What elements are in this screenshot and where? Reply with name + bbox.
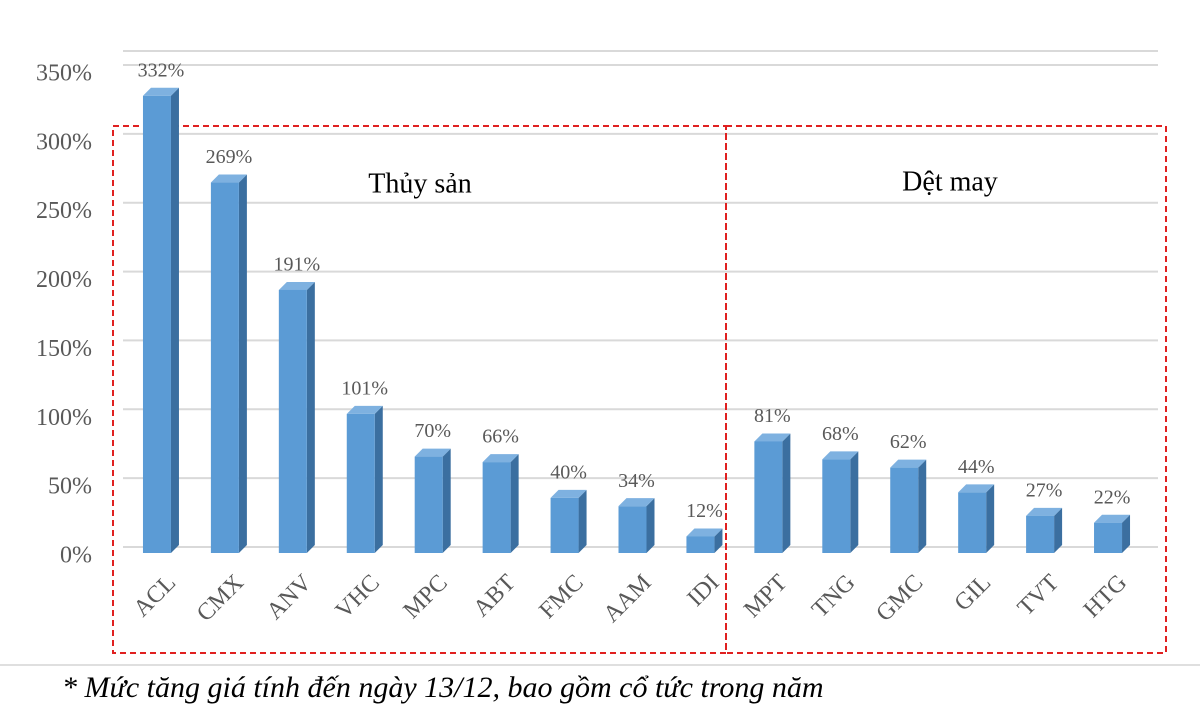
x-tick-label: CMX: [192, 570, 249, 627]
group-label: Dệt may: [902, 166, 998, 197]
bar: [686, 536, 715, 553]
bar: [346, 413, 375, 553]
x-tick-label: IDI: [683, 570, 725, 612]
data-label: 34%: [618, 470, 655, 492]
footnote: * Mức tăng giá tính đến ngày 13/12, bao …: [62, 671, 824, 704]
bar-top: [1026, 507, 1063, 516]
bar-top: [142, 87, 179, 96]
x-tick-label: TVT: [1013, 570, 1065, 622]
bar-side: [1122, 514, 1131, 553]
x-tick-label: ACL: [129, 570, 181, 622]
data-label: 332%: [138, 59, 185, 81]
data-label: 66%: [482, 426, 519, 448]
x-tick-label: GMC: [871, 570, 928, 627]
y-tick-label: 50%: [48, 474, 92, 500]
data-label: 12%: [686, 500, 723, 522]
group-label: Thủy sản: [368, 168, 471, 199]
y-tick-label: 0%: [60, 543, 92, 569]
x-tick-label: VHC: [331, 570, 385, 624]
bar: [1094, 522, 1123, 553]
bar: [890, 467, 919, 553]
bar-side: [578, 489, 587, 553]
bar-side: [850, 451, 859, 553]
bar-top: [278, 281, 315, 290]
bar-top: [822, 451, 859, 460]
data-label: 269%: [206, 146, 253, 168]
data-label: 81%: [754, 405, 791, 427]
bar-top: [414, 448, 451, 457]
bar-side: [306, 281, 315, 553]
y-tick-label: 300%: [36, 129, 92, 155]
bar-side: [714, 528, 723, 553]
bar-side: [170, 87, 179, 553]
data-label: 191%: [273, 254, 320, 276]
bar-top: [958, 484, 995, 493]
bar: [482, 462, 511, 553]
x-tick-label: MPT: [739, 570, 793, 624]
y-tick-label: 350%: [36, 61, 92, 87]
bar: [210, 182, 239, 553]
data-label: 40%: [550, 462, 587, 484]
data-label: 70%: [414, 420, 451, 442]
x-tick-label: ABT: [468, 570, 521, 623]
bar-side: [238, 174, 247, 553]
y-tick-label: 200%: [36, 267, 92, 293]
x-tick-label: FMC: [534, 570, 588, 624]
bar: [618, 506, 647, 553]
bar-top: [890, 459, 927, 468]
bar-top: [754, 433, 791, 442]
bar-side: [986, 484, 995, 553]
bar-side: [646, 498, 655, 553]
bar-top: [346, 405, 383, 414]
data-label: 27%: [1026, 479, 1063, 501]
bar-side: [510, 454, 519, 553]
bar: [1026, 515, 1055, 553]
bar: [822, 459, 851, 553]
data-label: 44%: [958, 456, 995, 478]
x-tick-label: ANV: [262, 569, 318, 625]
data-label: 68%: [822, 423, 859, 445]
bar: [550, 497, 579, 553]
bar-side: [918, 459, 927, 553]
bar-side: [374, 405, 383, 553]
bar: [754, 441, 783, 553]
bar-top: [550, 489, 587, 498]
bar-side: [782, 433, 791, 553]
y-tick-label: 100%: [36, 405, 92, 431]
bar-top: [210, 174, 247, 183]
bar-side: [1054, 507, 1063, 553]
data-label: 62%: [890, 431, 927, 453]
y-tick-label: 150%: [36, 336, 92, 362]
data-label: 22%: [1094, 486, 1131, 508]
data-label: 101%: [341, 378, 388, 400]
x-tick-label: AAM: [599, 570, 657, 628]
group-box: [725, 125, 1167, 654]
bar: [414, 456, 443, 553]
x-tick-label: TNG: [807, 570, 860, 623]
x-tick-label: MPC: [399, 570, 453, 624]
bar: [958, 492, 987, 553]
bar-top: [482, 454, 519, 463]
bar-top: [686, 528, 723, 537]
bar-top: [1094, 514, 1131, 523]
x-tick-label: GIL: [950, 570, 997, 617]
bar-top: [618, 498, 655, 507]
x-tick-label: HTG: [1079, 570, 1132, 623]
bar: [278, 289, 307, 553]
bar-side: [442, 448, 451, 553]
bar: [142, 95, 171, 553]
y-tick-label: 250%: [36, 198, 92, 224]
